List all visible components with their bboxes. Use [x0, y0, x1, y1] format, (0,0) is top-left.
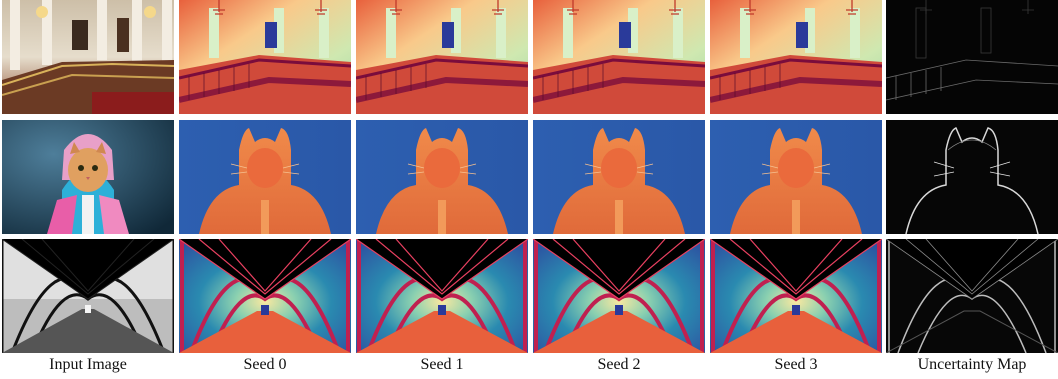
input-image-staircase [2, 0, 174, 114]
input-image-bridge [2, 239, 174, 353]
uncertainty-map-cat [886, 120, 1058, 234]
depth-map-seed0-bridge [179, 239, 351, 353]
depth-map-seed0-cat [179, 120, 351, 234]
depth-map-seed3-cat [710, 120, 882, 234]
figure-grid [2, 0, 1058, 353]
caption-uncertainty-map: Uncertainty Map [917, 356, 1027, 373]
depth-map-seed2-bridge [533, 239, 705, 353]
depth-map-seed2-staircase [533, 0, 705, 114]
depth-map-seed3-staircase [710, 0, 882, 114]
caption-seed-3: Seed 3 [774, 356, 818, 373]
depth-map-seed1-bridge [356, 239, 528, 353]
caption-seed-1: Seed 1 [420, 356, 464, 373]
depth-map-seed2-cat [533, 120, 705, 234]
caption-seed-0: Seed 0 [243, 356, 287, 373]
caption-input-image: Input Image [49, 356, 127, 373]
uncertainty-map-bridge [886, 239, 1058, 353]
depth-map-seed1-staircase [356, 0, 528, 114]
caption-seed-2: Seed 2 [597, 356, 641, 373]
uncertainty-map-staircase [886, 0, 1058, 114]
depth-map-seed0-staircase [179, 0, 351, 114]
depth-map-seed1-cat [356, 120, 528, 234]
depth-map-seed3-bridge [710, 239, 882, 353]
input-image-cat [2, 120, 174, 234]
